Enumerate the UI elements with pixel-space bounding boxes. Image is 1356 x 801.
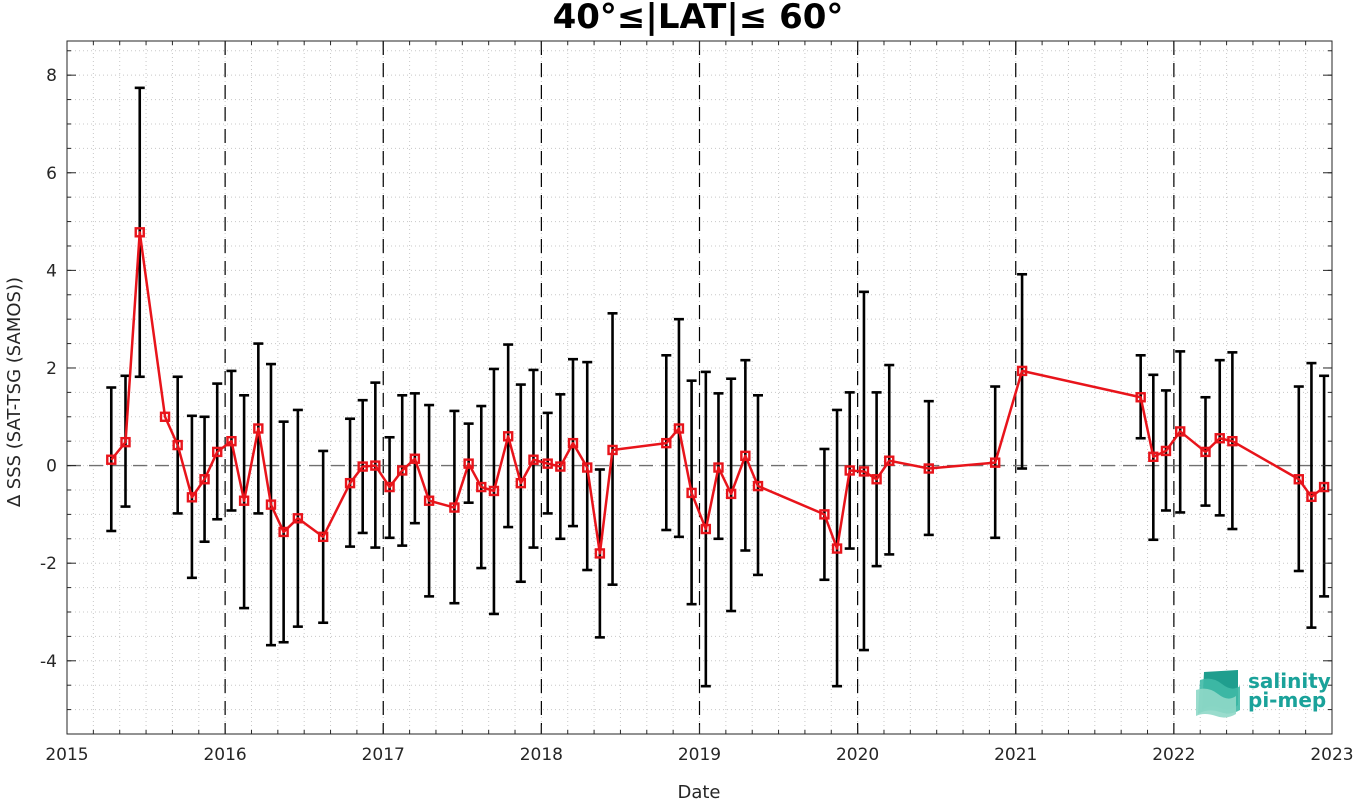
data-point	[582, 462, 593, 473]
data-point	[423, 495, 435, 506]
axes	[66, 40, 1333, 735]
x-tick-label-2016: 2016	[203, 745, 246, 765]
data-point	[317, 531, 329, 543]
error-bar	[1319, 374, 1330, 598]
data-point	[488, 485, 500, 497]
data-point	[1318, 481, 1330, 493]
data-point	[567, 437, 579, 449]
data-point	[819, 509, 830, 520]
chart-title: 40°≤|LAT|≤ 60°	[553, 0, 844, 37]
data-point	[1135, 392, 1146, 403]
data-point	[725, 488, 737, 500]
data-point	[871, 474, 882, 485]
data-point	[292, 513, 304, 524]
data-point	[238, 495, 250, 506]
x-tick-label-2019: 2019	[678, 745, 721, 765]
data-point	[476, 481, 487, 493]
data-point	[528, 454, 539, 465]
data-point	[1306, 491, 1317, 503]
year-separators	[224, 41, 1175, 734]
y-tick-label-0: 0	[46, 457, 57, 477]
data-point	[449, 502, 460, 513]
data-point	[134, 227, 145, 238]
data-point	[199, 474, 210, 485]
data-point	[409, 453, 421, 464]
y-tick-label-4: 4	[46, 261, 57, 281]
data-point	[594, 548, 606, 559]
data-point	[253, 423, 264, 434]
error-bar	[713, 392, 724, 541]
data-point	[1174, 426, 1186, 437]
data-point	[1293, 474, 1304, 485]
logo-text-salinity: salinity	[1248, 669, 1331, 693]
data-point	[1016, 365, 1028, 377]
data-point	[713, 462, 724, 473]
data-point	[265, 499, 277, 510]
data-point	[159, 411, 171, 422]
x-tick-labels: 2015 2016 2017 2018 2019 2020 2021 2022 2023	[45, 745, 1353, 765]
data-point	[884, 455, 895, 466]
data-point	[186, 492, 198, 503]
y-axis-label: ∆ SSS (SAT-TSG (SAMOS))	[4, 277, 25, 508]
data-point	[923, 463, 934, 474]
data-point	[515, 477, 527, 489]
data-point	[989, 457, 1001, 468]
data-point	[1160, 445, 1172, 457]
x-tick-label-2023: 2023	[1310, 745, 1353, 765]
data-markers	[106, 227, 1330, 559]
data-point	[844, 465, 855, 476]
data-point	[831, 543, 843, 554]
data-point	[106, 454, 117, 465]
logo-text-pi-mep: pi-mep	[1248, 688, 1326, 712]
y-tick-label--2: -2	[40, 554, 57, 574]
data-point	[357, 461, 368, 472]
y-tick-label-2: 2	[46, 359, 57, 379]
x-tick-label-2015: 2015	[45, 745, 88, 765]
x-tick-label-2021: 2021	[994, 745, 1037, 765]
data-point	[858, 466, 870, 477]
data-point	[661, 437, 672, 449]
data-point	[172, 439, 183, 451]
data-point	[1200, 446, 1211, 458]
data-point	[1214, 433, 1225, 444]
y-tick-labels: -4 -2 0 2 4 6 8	[40, 66, 57, 672]
data-point	[212, 446, 223, 458]
data-point	[555, 461, 566, 472]
series-line	[110, 231, 1325, 555]
data-point	[226, 435, 237, 447]
data-point	[1227, 435, 1238, 447]
data-point	[397, 465, 408, 476]
data-point	[686, 487, 697, 499]
plot-frame	[66, 40, 1333, 735]
x-axis-label: Date	[677, 782, 720, 801]
data-point	[673, 423, 685, 434]
data-point	[607, 444, 618, 456]
y-tick-label-6: 6	[46, 164, 57, 184]
x-tick-label-2020: 2020	[836, 745, 879, 765]
y-tick-label--4: -4	[40, 652, 57, 672]
data-point	[463, 458, 474, 469]
data-point	[1148, 451, 1159, 462]
x-tick-label-2022: 2022	[1152, 745, 1195, 765]
y-tick-label-8: 8	[46, 66, 57, 86]
data-point	[278, 526, 289, 538]
salinity-pi-mep-logo: salinity pi-mep	[1196, 669, 1331, 718]
error-bars	[106, 86, 1330, 688]
data-point	[752, 480, 764, 492]
data-point	[502, 431, 514, 442]
x-tick-label-2017: 2017	[362, 745, 405, 765]
grid	[66, 41, 1333, 734]
data-point	[344, 477, 356, 489]
data-point	[370, 460, 381, 471]
data-point	[542, 458, 553, 469]
data-point	[120, 436, 131, 448]
data-point	[700, 523, 712, 535]
x-tick-label-2018: 2018	[520, 745, 563, 765]
waves-icon	[1196, 670, 1240, 718]
data-point	[384, 481, 395, 493]
data-point	[740, 450, 751, 462]
